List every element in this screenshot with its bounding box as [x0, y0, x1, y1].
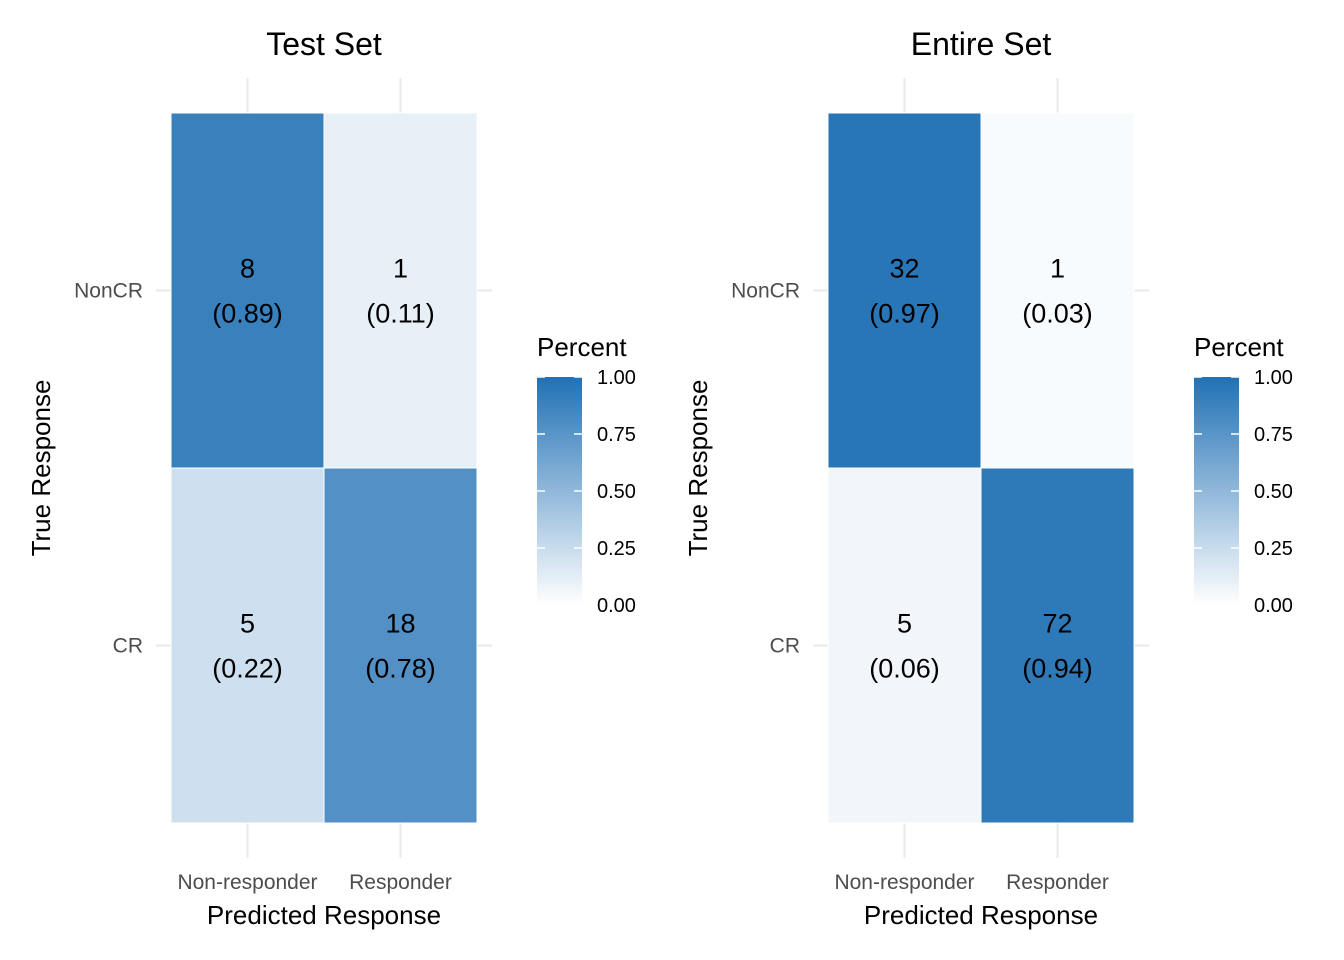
legend-tick-label: 1.00 — [597, 367, 636, 389]
y-axis-title: True Response — [26, 380, 56, 557]
heatmap-cell — [323, 112, 478, 469]
x-axis-title: Predicted Response — [207, 900, 441, 930]
cell-percent-label: (0.94) — [1022, 654, 1093, 684]
heatmap-cell — [323, 467, 478, 824]
y-tick-label: NonCR — [74, 280, 143, 303]
legend-tick-label: 0.50 — [1254, 481, 1293, 503]
cell-count-label: 1 — [1050, 254, 1065, 284]
legend-title: Percent — [537, 332, 627, 362]
y-tick-label: CR — [770, 635, 800, 658]
legend: Percent 0.00 0.25 0.50 0.75 1.00 — [537, 332, 636, 617]
chart-title: Entire Set — [911, 26, 1052, 62]
cell-percent-label: (0.22) — [212, 654, 283, 684]
x-axis-title: Predicted Response — [864, 900, 1098, 930]
cell-percent-label: (0.11) — [366, 299, 435, 329]
y-tick-label: NonCR — [731, 280, 800, 303]
legend-tick-label: 0.75 — [1254, 424, 1293, 446]
heatmap-cell — [980, 112, 1135, 469]
legend-tick-label: 0.25 — [597, 538, 636, 560]
cell-count-label: 18 — [385, 609, 415, 639]
cell-count-label: 5 — [240, 609, 255, 639]
cell-count-label: 72 — [1042, 609, 1072, 639]
heatmap-cell — [170, 467, 325, 824]
legend: Percent 0.00 0.25 0.50 0.75 1.00 — [1194, 332, 1293, 617]
x-tick-label: Non-responder — [177, 871, 317, 894]
cell-count-label: 1 — [393, 254, 408, 284]
heatmap-cell — [827, 112, 982, 469]
heatmap-cell — [980, 467, 1135, 824]
legend-tick-label: 0.00 — [597, 595, 636, 617]
heatmap-cell — [170, 112, 325, 469]
chart-title: Test Set — [266, 26, 382, 62]
cell-percent-label: (0.78) — [365, 654, 436, 684]
cell-count-label: 5 — [897, 609, 912, 639]
cell-count-label: 8 — [240, 254, 255, 284]
x-tick-label: Responder — [349, 871, 452, 894]
legend-title: Percent — [1194, 332, 1284, 362]
legend-tick-label: 0.50 — [597, 481, 636, 503]
cell-percent-label: (0.06) — [869, 654, 940, 684]
legend-tick-label: 0.75 — [597, 424, 636, 446]
cell-percent-label: (0.89) — [212, 299, 283, 329]
cell-count-label: 32 — [889, 254, 919, 284]
x-tick-label: Non-responder — [834, 871, 974, 894]
legend-tick-label: 1.00 — [1254, 367, 1293, 389]
x-tick-label: Responder — [1006, 871, 1109, 894]
y-tick-label: CR — [113, 635, 143, 658]
legend-tick-label: 0.25 — [1254, 538, 1293, 560]
chart-panel-1: 8 (0.89) 1 (0.11) 5 (0.22) 18 (0.78) Test Set Non… — [26, 26, 636, 930]
y-axis-title: True Response — [683, 380, 713, 557]
cell-percent-label: (0.03) — [1022, 299, 1093, 329]
chart-panel-2: 32 (0.97) 1 (0.03) 5 (0.06) 72 (0.94) Entire Set… — [683, 26, 1293, 930]
legend-tick-label: 0.00 — [1254, 595, 1293, 617]
cell-percent-label: (0.97) — [869, 299, 940, 329]
heatmap-cell — [827, 467, 982, 824]
